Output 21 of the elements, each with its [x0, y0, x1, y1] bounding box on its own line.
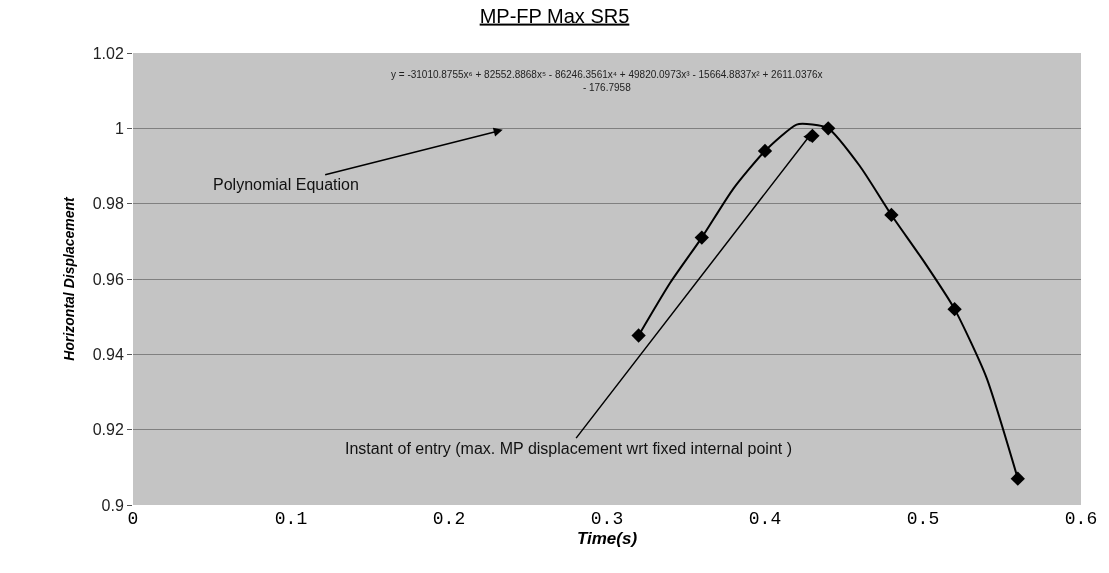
annotation: y = -31010.8755x⁶ + 82552.8868x⁵ - 86246.3561x⁴ + 49820.0973x³ - 15664.8837x² + 2611.0376x - 176.7958 — [391, 69, 823, 93]
x-tick-label: 0.3 — [590, 509, 624, 529]
annotation: Instant of entry (max. MP displacement wrt fixed internal point ) — [345, 440, 793, 457]
chart-title: MP-FP Max SR5 — [479, 4, 630, 27]
point — [631, 328, 646, 343]
x-tick-label: 0 — [127, 509, 139, 529]
x-tick-label: 0.4 — [748, 509, 782, 529]
x-tick-label: 0.6 — [1064, 509, 1098, 529]
y-tick-label: 1.02 — [92, 44, 124, 62]
y-tick-label: 1 — [114, 119, 124, 137]
y-tick-label: 0.92 — [92, 421, 124, 439]
y-tick-label: 0.96 — [92, 270, 124, 288]
x-axis-title: Time(s) — [576, 529, 638, 548]
y-tick-label: 0.94 — [92, 345, 124, 363]
y-tick-label: 0.98 — [92, 195, 124, 213]
x-tick-label: 0.5 — [906, 509, 940, 529]
annotation: Polynomial Equation — [213, 176, 359, 193]
x-tick-label: 0.2 — [432, 509, 466, 529]
x-tick-label: 0.1 — [274, 509, 308, 529]
y-axis-title: Horizontal Displacement — [61, 195, 78, 361]
y-tick-label: 0.9 — [101, 496, 124, 514]
